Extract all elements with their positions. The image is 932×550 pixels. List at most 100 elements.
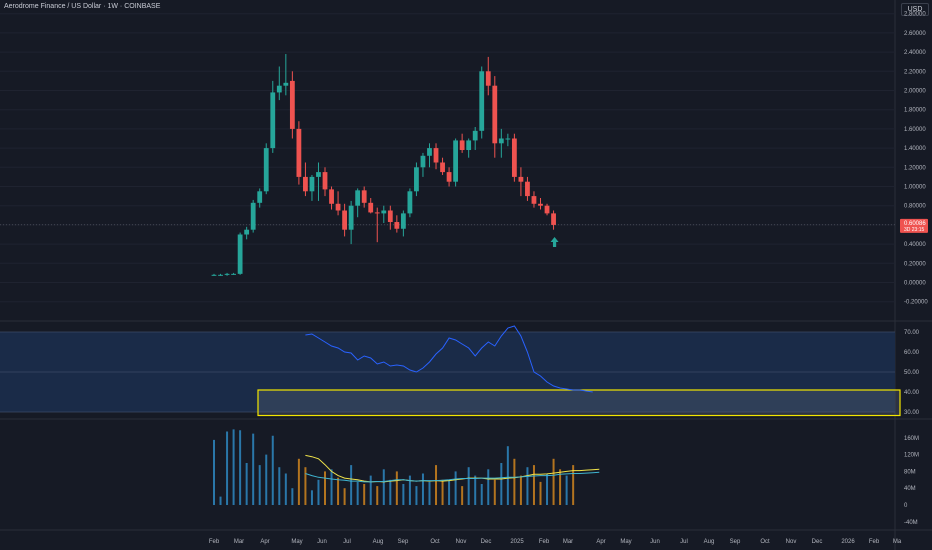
time-tick-label: May (620, 539, 631, 545)
countdown-label: 3D 23:15 (904, 227, 925, 233)
candle-body (335, 203, 341, 211)
candle-body (296, 128, 302, 177)
candle-body (427, 148, 432, 156)
price-tick-label: 2.20000 (904, 69, 926, 75)
candle-body (525, 181, 530, 197)
candle-body (518, 176, 524, 182)
time-tick-label: Sep (730, 539, 741, 545)
rsi-line (305, 325, 593, 393)
candle-body (231, 273, 236, 275)
time-tick-label: Apr (260, 539, 269, 545)
time-tick-label: Aug (373, 539, 384, 545)
price-tick-label: 2.80000 (904, 12, 926, 18)
price-tick-label: 1.60000 (904, 127, 926, 133)
time-tick-label: Jul (343, 539, 351, 545)
time-tick-label: Nov (456, 539, 467, 545)
time-tick-label: Mar (234, 539, 244, 545)
candle-body (472, 130, 478, 141)
time-tick-label: Sep (398, 539, 409, 545)
candle-body (309, 176, 315, 192)
time-tick-label: Jun (317, 539, 327, 545)
candle-body (492, 85, 498, 144)
price-tick-label: 2.60000 (904, 31, 926, 37)
time-tick-label: Nov (786, 539, 797, 545)
buy-signal-icon (550, 237, 559, 247)
time-tick-label: Feb (539, 539, 550, 545)
price-tick-label: -0.20000 (904, 300, 928, 306)
candle-body (511, 138, 517, 177)
candle-body (498, 138, 504, 144)
price-tick-label: 1.40000 (904, 146, 926, 152)
time-tick-label: 2025 (510, 539, 524, 545)
candle-body (381, 210, 387, 214)
candle-body (374, 212, 380, 214)
volume-tick-label: 160M (904, 436, 919, 442)
candle-body (538, 203, 543, 206)
candle-body (440, 162, 445, 173)
candle-body (283, 82, 289, 86)
time-axis[interactable]: Feb Mar Apr May Jun Jul Aug Sep Oct Nov Dec 2025 Feb… (209, 539, 902, 545)
rsi-series (305, 325, 593, 393)
time-tick-label: Oct (430, 539, 440, 545)
candlestick-series (211, 54, 559, 276)
candle-body (361, 190, 367, 203)
rsi-tick-label: 60.00 (904, 350, 920, 356)
rsi-tick-label: 50.00 (904, 370, 920, 376)
volume-ma-yellow (305, 454, 600, 483)
volume-tick-label: 0 (904, 503, 908, 509)
candle-body (237, 234, 243, 274)
candle-body (329, 189, 334, 204)
candle-body (544, 205, 550, 214)
price-tick-label: 0.80000 (904, 204, 926, 210)
candle-body (446, 172, 452, 182)
rsi-panel (0, 331, 901, 417)
volume-tick-label: 80M (904, 469, 916, 475)
time-tick-label: Dec (812, 539, 823, 545)
price-axis[interactable]: 2.80000 2.60000 2.40000 2.20000 2.00000 1.800… (904, 12, 928, 526)
rsi-tick-label: 70.00 (904, 330, 920, 336)
time-tick-label: Aug (704, 539, 715, 545)
time-tick-label: May (291, 539, 302, 545)
candle-body (485, 71, 491, 86)
time-tick-label: Apr (596, 539, 605, 545)
price-tick-label: 2.00000 (904, 89, 926, 95)
candle-body (218, 274, 223, 276)
candle-body (394, 222, 400, 229)
time-tick-label: Jun (650, 539, 660, 545)
volume-tick-label: -40M (904, 520, 918, 526)
volume-ma-blue (305, 471, 600, 483)
time-tick-label: Feb (869, 539, 880, 545)
currency-selector[interactable]: USD (901, 3, 929, 16)
candle-body (368, 202, 374, 213)
candle-body (289, 80, 295, 129)
time-tick-label: Oct (760, 539, 770, 545)
candle-body (387, 210, 393, 223)
candle-body (257, 191, 263, 203)
candle-body (316, 172, 321, 177)
candle-body (244, 229, 250, 235)
candle-body (453, 140, 459, 182)
volume-tick-label: 120M (904, 453, 919, 459)
price-tick-label: 1.00000 (904, 185, 926, 191)
candle-body (479, 71, 485, 131)
price-tick-label: 0.20000 (904, 261, 926, 267)
candle-body (322, 172, 328, 190)
candle-body (433, 148, 439, 163)
candle-body (505, 138, 511, 140)
candle-body (420, 155, 426, 168)
highlight-box (257, 389, 901, 417)
candle-body (531, 196, 537, 204)
candle-body (348, 205, 354, 230)
candle-body (459, 140, 465, 151)
candle-body (414, 167, 419, 192)
candle-body (270, 92, 276, 149)
candle-body (303, 176, 308, 192)
current-price-label: 0.60086 (904, 221, 926, 227)
volume-series (213, 429, 600, 505)
price-tick-label: 0.40000 (904, 242, 926, 248)
price-tick-label: 0.00000 (904, 281, 926, 287)
price-tick-label: 1.80000 (904, 108, 926, 114)
current-price-badge (900, 218, 928, 233)
